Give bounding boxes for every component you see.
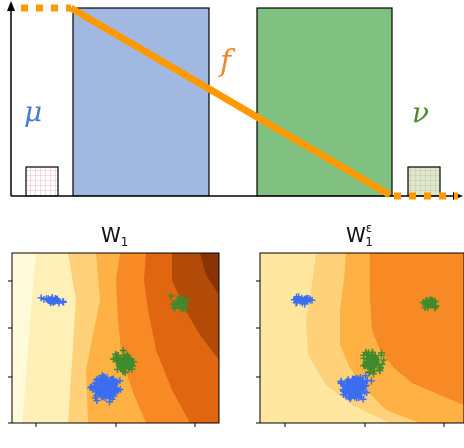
blue-scatter-point	[363, 389, 371, 397]
panel-w1-title: W1	[101, 223, 128, 249]
mu-label: μ	[24, 95, 42, 128]
blue-scatter-point	[105, 390, 113, 398]
panel-w1-scatter	[37, 292, 191, 406]
green-scatter-point	[362, 348, 370, 356]
blue-scatter-point	[362, 372, 370, 380]
green-scatter-point	[123, 353, 131, 361]
green-scatter-point	[173, 298, 181, 306]
green-scatter-point	[432, 302, 440, 310]
green-scatter-point	[425, 301, 433, 309]
y-axis-arrow-icon	[7, 1, 15, 11]
green-scatter-point	[170, 304, 178, 312]
mu-small-block	[25, 166, 59, 197]
f-line	[69, 4, 392, 199]
blue-scatter-point	[359, 378, 367, 386]
nu-small-block	[407, 166, 441, 197]
green-scatter-point	[421, 304, 429, 312]
blue-scatter-point	[298, 299, 306, 307]
green-scatter-point	[377, 349, 385, 357]
green-scatter-point	[176, 293, 184, 301]
panel-w1-ticks	[8, 280, 196, 427]
green-scatter-point	[175, 297, 183, 305]
green-scatter-point	[167, 292, 175, 300]
green-scatter-point	[429, 298, 437, 306]
blue-scatter-point	[367, 377, 375, 385]
panel-w1-eps-ticks	[256, 280, 445, 427]
blue-scatter-point	[110, 385, 118, 393]
blue-scatter-point	[37, 294, 45, 302]
panel-w1-eps-title: Wε 1	[346, 221, 373, 249]
green-scatter-point	[361, 362, 369, 370]
green-scatter-point	[127, 361, 135, 369]
panel-w1-eps-frame	[259, 252, 464, 424]
blue-scatter-point	[354, 375, 362, 383]
blue-scatter-point	[359, 395, 367, 403]
blue-scatter-point	[358, 387, 366, 395]
blue-scatter-point	[101, 394, 109, 402]
green-scatter-point	[367, 356, 375, 364]
blue-scatter-point	[47, 299, 55, 307]
green-scatter-point	[380, 356, 388, 364]
blue-scatter-point	[337, 379, 345, 387]
green-scatter-point	[121, 369, 129, 377]
panel-w1-eps: Wε 1	[256, 221, 464, 427]
green-scatter-point	[369, 370, 377, 378]
blue-scatter-point	[303, 296, 311, 304]
blue-block	[72, 7, 210, 197]
nu-label: ν	[412, 96, 429, 129]
blue-scatter-point	[108, 375, 116, 383]
green-scatter-point	[365, 368, 373, 376]
blue-scatter-point	[350, 384, 358, 392]
blue-scatter-point	[345, 378, 353, 386]
blue-scatter-point	[295, 293, 303, 301]
blue-scatter-point	[103, 374, 111, 382]
green-scatter-point	[113, 355, 121, 363]
green-scatter-point	[419, 299, 427, 307]
blue-scatter-point	[345, 392, 353, 400]
green-scatter-point	[368, 351, 376, 359]
blue-scatter-point	[97, 385, 105, 393]
blue-scatter-point	[60, 298, 68, 306]
green-scatter-point	[178, 301, 186, 309]
green-scatter-point	[428, 296, 436, 304]
blue-scatter-point	[342, 383, 350, 391]
blue-scatter-point	[95, 390, 103, 398]
green-scatter-point	[376, 364, 384, 372]
green-scatter-point	[111, 350, 119, 358]
blue-scatter-point	[348, 389, 356, 397]
blue-scatter-point	[51, 297, 59, 305]
panel-w1-eps-contours	[260, 253, 464, 423]
f-label: f	[218, 44, 236, 79]
green-scatter-point	[122, 353, 130, 361]
green-block	[256, 7, 393, 197]
green-scatter-point	[121, 362, 129, 370]
top-diagram: μ f ν	[7, 1, 463, 200]
blue-scatter-point	[362, 381, 370, 389]
green-scatter-point	[371, 360, 379, 368]
blue-scatter-point	[93, 379, 101, 387]
green-scatter-point	[367, 363, 375, 371]
blue-scatter-point	[351, 375, 359, 383]
panel-w1-contours	[12, 253, 219, 423]
panel-w1-eps-scatter	[290, 293, 440, 403]
panel-w1: W1	[8, 223, 220, 427]
blue-scatter-point	[108, 395, 116, 403]
